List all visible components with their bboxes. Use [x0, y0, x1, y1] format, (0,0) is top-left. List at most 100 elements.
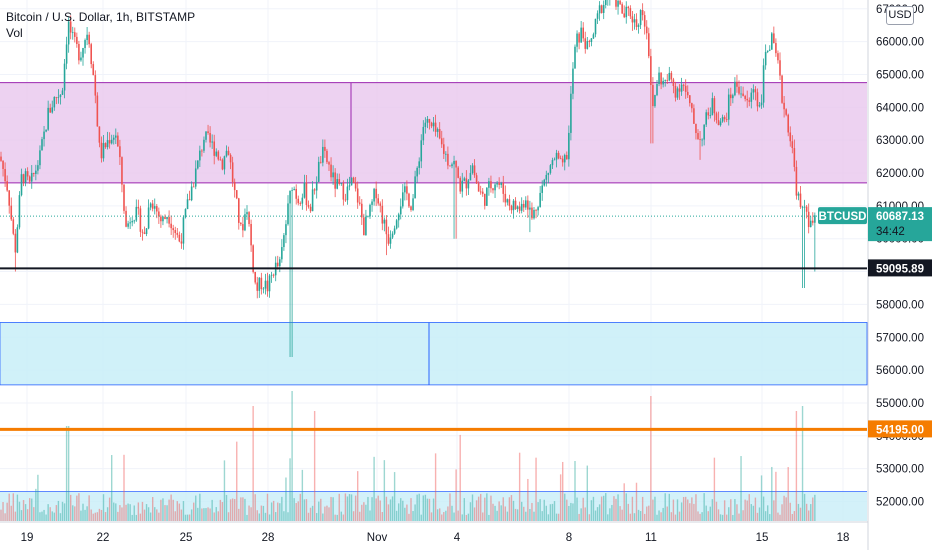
volume-bar	[769, 514, 771, 521]
volume-bar	[773, 500, 775, 521]
candle-body	[668, 72, 671, 81]
candle	[717, 111, 720, 126]
volume-bar	[623, 483, 625, 521]
volume-bar	[508, 497, 511, 521]
candle	[539, 186, 541, 208]
candle-body	[22, 174, 25, 183]
candle	[320, 155, 322, 164]
candle-body	[315, 181, 318, 191]
candle	[287, 195, 289, 226]
candle	[566, 151, 568, 160]
candle	[633, 13, 636, 30]
volume-bar	[291, 391, 293, 521]
candle-body	[633, 19, 636, 23]
candle	[404, 182, 406, 201]
candle-body	[352, 177, 355, 183]
volume-bar	[115, 503, 117, 521]
candle-body	[762, 65, 765, 103]
candle	[486, 187, 488, 207]
candle	[393, 225, 396, 235]
candle-body	[205, 131, 207, 140]
volume-bar	[551, 503, 554, 521]
candle	[691, 102, 693, 113]
candle	[670, 70, 673, 83]
volume-bar	[744, 499, 746, 521]
volume-bar	[49, 507, 51, 521]
candle	[170, 215, 172, 235]
candle	[115, 128, 117, 145]
volume-bar	[719, 514, 722, 521]
candle	[686, 85, 689, 99]
candle	[49, 103, 51, 114]
candle-body	[699, 139, 701, 140]
volume-bar	[451, 505, 453, 521]
candle-body	[170, 223, 172, 229]
volume-bar	[111, 455, 113, 521]
candle	[219, 156, 222, 161]
candle	[537, 205, 539, 216]
candle-body	[576, 33, 578, 47]
candle-body	[502, 182, 505, 194]
candle	[481, 188, 484, 197]
candle-body	[141, 231, 144, 233]
candle-body	[455, 160, 457, 168]
candle	[389, 230, 392, 249]
volume-bar	[795, 411, 798, 521]
volume-bar	[660, 512, 662, 521]
candle-body	[166, 217, 168, 220]
candle	[76, 32, 78, 48]
candle-body	[432, 122, 435, 127]
candle-body	[732, 95, 734, 99]
candle	[502, 175, 505, 203]
candle	[199, 145, 201, 168]
volume-bar	[728, 507, 730, 521]
volume-bar	[406, 504, 408, 521]
volume-bar	[63, 503, 66, 521]
volume-bar	[426, 498, 429, 521]
candle	[762, 58, 765, 108]
candle-body	[82, 48, 84, 58]
volume-bar	[535, 457, 537, 521]
volume-bar	[459, 434, 461, 521]
candle-body	[477, 183, 480, 192]
candle-body	[643, 15, 646, 27]
volume-bar	[186, 514, 189, 521]
volume-bar	[385, 496, 388, 521]
currency-selector[interactable]: USD	[886, 6, 914, 25]
volume-bar	[496, 510, 498, 521]
volume-bar	[639, 511, 642, 521]
candle-body	[586, 41, 589, 49]
candle-body	[682, 84, 685, 86]
candle-body	[287, 203, 289, 225]
candle-body	[656, 84, 658, 96]
candle-body	[149, 203, 152, 208]
candle-body	[637, 25, 640, 27]
candle	[436, 127, 439, 138]
candle	[783, 95, 785, 118]
candle-body	[229, 154, 232, 163]
volume-bar	[797, 503, 800, 521]
candle-body	[496, 182, 498, 185]
candle	[207, 124, 209, 135]
candle	[43, 125, 45, 147]
candle-body	[410, 206, 412, 210]
volume-bar	[172, 499, 174, 521]
volume-bar	[4, 513, 6, 521]
volume-bar	[732, 514, 734, 521]
candle-body	[744, 95, 746, 99]
candle-body	[514, 200, 517, 209]
candle-body	[393, 228, 396, 234]
volume-bar	[605, 493, 607, 521]
candle-body	[486, 187, 488, 206]
candle-body	[10, 205, 13, 220]
candle-body	[686, 91, 689, 96]
volume-bar	[39, 512, 41, 521]
candle-body	[174, 230, 177, 234]
candle	[141, 229, 144, 241]
candle-body	[596, 13, 599, 19]
volume-bar	[447, 506, 449, 521]
candle	[797, 191, 800, 201]
volume-bar	[586, 465, 588, 521]
